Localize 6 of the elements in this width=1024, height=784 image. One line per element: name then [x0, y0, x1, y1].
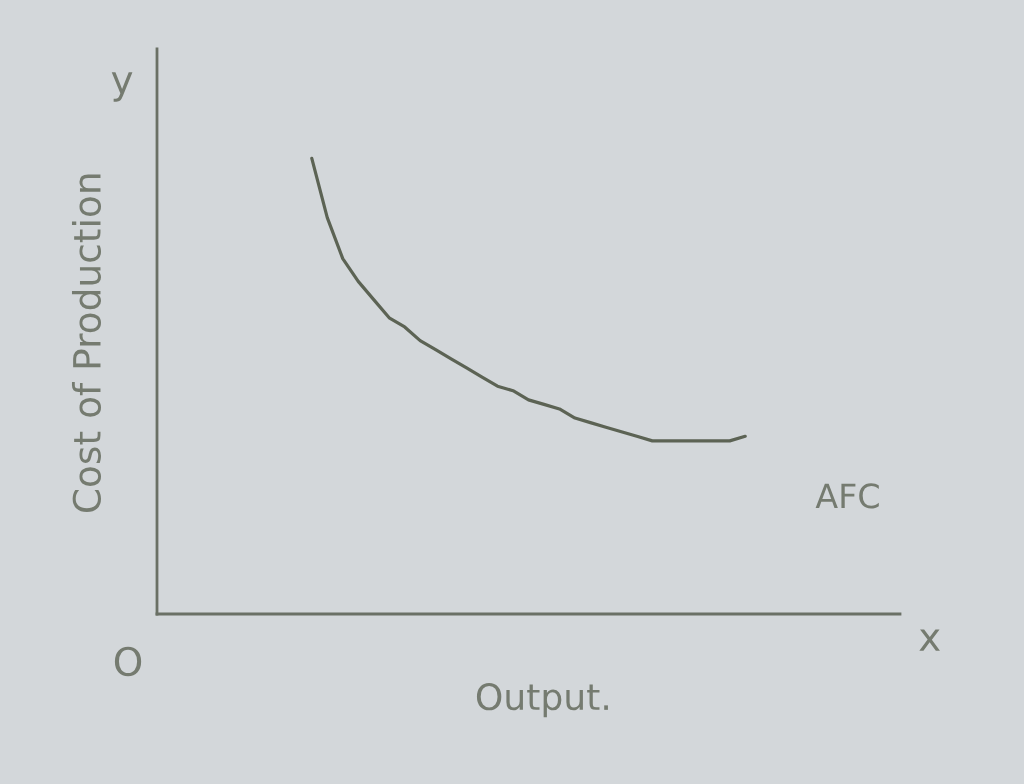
- text: x: [919, 629, 940, 651]
- text: y: [111, 72, 133, 102]
- text: O: [114, 646, 142, 677]
- text: AFC: [815, 483, 879, 509]
- y-axis-title: Cost of Production: [71, 174, 102, 513]
- x-axis-title: Output.: [476, 683, 608, 718]
